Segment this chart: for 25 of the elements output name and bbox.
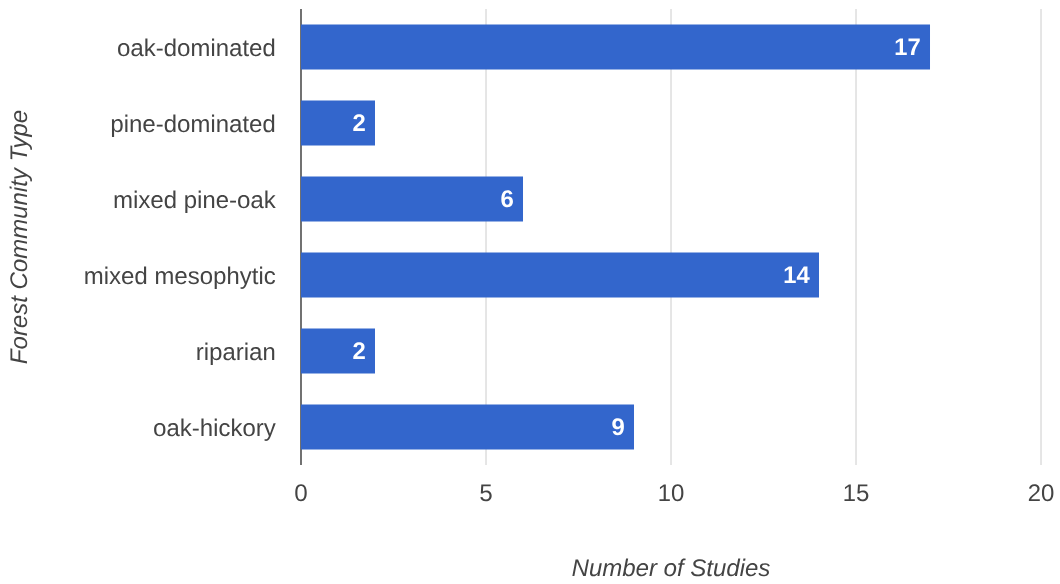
y-axis-title: Forest Community Type — [9, 110, 32, 364]
x-tick-label: 5 — [480, 484, 492, 502]
data-label: 2 — [353, 342, 365, 359]
x-tick-label: 20 — [1028, 484, 1054, 502]
bar — [301, 24, 931, 70]
data-label: 9 — [612, 418, 624, 436]
data-label: 6 — [501, 190, 513, 208]
x-axis-title: Number of Studies — [572, 558, 770, 577]
data-label: 14 — [784, 266, 810, 283]
y-tick-label: pine-dominated — [111, 114, 275, 137]
y-tick-label: mixed pine-oak — [114, 190, 276, 213]
data-label: 17 — [895, 38, 920, 55]
bar — [301, 404, 634, 450]
x-tick-label: 10 — [659, 484, 684, 502]
y-tick-label: mixed mesophytic — [85, 266, 276, 289]
y-tick-label: oak-dominated — [118, 38, 275, 57]
y-tick-label: riparian — [197, 342, 275, 365]
bar — [301, 252, 819, 298]
x-tick-label: 15 — [844, 484, 869, 502]
bar — [301, 328, 375, 374]
bar — [301, 176, 523, 222]
data-label: 2 — [353, 114, 365, 131]
y-tick-label: oak-hickory — [154, 418, 276, 441]
x-tick-label: 0 — [295, 484, 307, 502]
bar — [301, 100, 375, 146]
